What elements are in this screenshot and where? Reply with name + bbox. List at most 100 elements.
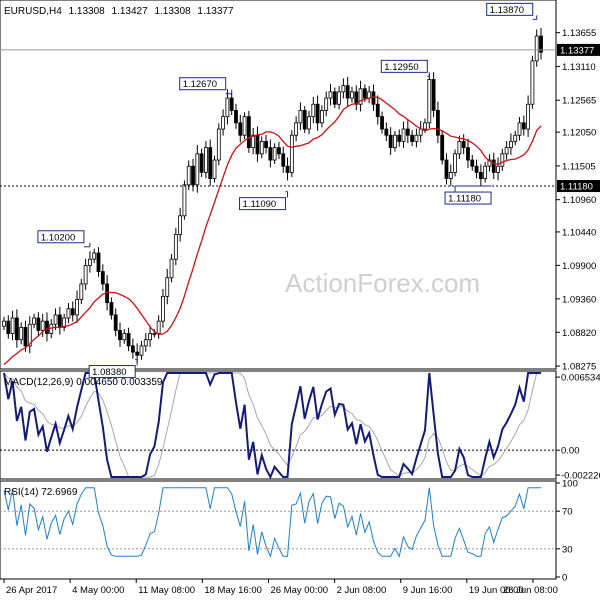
candle — [500, 148, 505, 171]
candle — [45, 312, 49, 342]
candle — [388, 127, 393, 155]
candle-body — [109, 302, 114, 316]
candle-body — [294, 122, 299, 136]
candle — [341, 78, 346, 99]
candle-body — [487, 159, 492, 167]
x-tick-label: 11 May 08:00 — [138, 585, 195, 596]
annotation-label: 1.08380 — [92, 367, 126, 378]
candle — [496, 157, 500, 181]
candle — [199, 148, 204, 177]
candle-body — [66, 308, 71, 319]
candle — [27, 316, 32, 354]
candle — [23, 320, 28, 352]
price-tick-label: 1.10960 — [562, 195, 596, 206]
candle — [118, 322, 122, 347]
candle — [401, 121, 406, 149]
candle-body — [238, 122, 243, 136]
candle — [139, 340, 144, 360]
candle-body — [246, 116, 251, 149]
candle-body — [358, 88, 363, 105]
candle-body — [311, 103, 316, 118]
candle-body — [165, 277, 170, 297]
price-annotation: 1.12950 — [380, 59, 430, 77]
candle-body — [10, 317, 15, 334]
candle-body — [204, 147, 208, 173]
candle-body — [362, 88, 367, 99]
candle-body — [23, 326, 28, 347]
candle-body — [216, 128, 221, 161]
price-tick-label: 1.13655 — [562, 28, 596, 39]
candle — [393, 130, 397, 152]
candle — [504, 141, 509, 160]
candle — [186, 160, 191, 191]
candle-body — [79, 283, 84, 300]
candle — [225, 89, 230, 125]
rsi-tick-label: 0 — [562, 573, 567, 584]
candle — [289, 130, 294, 177]
candle-body — [320, 110, 324, 124]
candle — [96, 247, 101, 277]
candle — [251, 127, 256, 155]
candle — [345, 76, 350, 106]
x-tick-label: 26 May 00:00 — [270, 585, 328, 596]
axis-layer: 1.13655 1.13110 1.12565 1.12050 1.11505 1.109… — [3, 28, 600, 596]
candle-body — [118, 330, 122, 341]
candle-body — [36, 317, 41, 331]
annotation-label: 1.11090 — [243, 199, 277, 210]
candle-body — [259, 141, 264, 155]
candle — [448, 164, 453, 186]
candle-body — [191, 165, 195, 186]
candle-body — [526, 103, 531, 130]
x-tick-label: 2 Jun 08:00 — [337, 585, 387, 596]
candle — [173, 227, 178, 266]
candle-body — [350, 91, 354, 99]
candle-body — [92, 252, 97, 260]
candle — [242, 112, 247, 140]
candle-body — [135, 351, 140, 356]
candle-body — [302, 110, 307, 130]
candle — [165, 268, 170, 305]
price-series-layer — [0, 28, 556, 365]
annotation-layer: 1.10200 1.08380 1.12670 1.11090 1.12950 1.111… — [37, 2, 538, 379]
candle-body — [281, 153, 286, 167]
candle-body — [242, 116, 247, 136]
annotation-label: 1.11180 — [448, 194, 481, 205]
candle-body — [130, 345, 135, 353]
candle-body — [496, 165, 500, 173]
candle — [483, 161, 488, 183]
candle — [315, 95, 320, 131]
candle — [414, 128, 419, 148]
candle — [6, 315, 11, 339]
candle-body — [461, 141, 466, 149]
candle-body — [96, 252, 101, 272]
candle-body — [530, 60, 535, 105]
candle — [178, 207, 183, 242]
candle — [427, 73, 432, 129]
candle — [324, 91, 329, 117]
candle — [264, 134, 268, 154]
macd-tick-label: 0.006534 — [561, 373, 600, 384]
candle-body — [139, 345, 144, 356]
candle-body — [14, 317, 19, 341]
candle — [14, 309, 19, 348]
candle — [530, 55, 535, 109]
price-annotation: 1.13870 — [486, 2, 538, 20]
candle-body — [277, 147, 281, 155]
candle — [19, 322, 24, 345]
annotation-box — [444, 191, 492, 205]
x-tick-label: 19 Jun 00:00 — [469, 585, 524, 596]
candle-body — [289, 134, 294, 173]
candle — [130, 338, 135, 359]
price-tick-label: 1.12565 — [562, 96, 596, 107]
candle-body — [431, 79, 436, 111]
rsi-panel-frame — [0, 480, 557, 580]
x-tick-label: 18 May 16:00 — [204, 585, 262, 596]
candle — [66, 302, 71, 324]
price-tick-label: 1.09360 — [562, 294, 596, 305]
price-tick-label: 1.08275 — [562, 362, 596, 373]
candle-body — [371, 91, 376, 105]
candle-body — [418, 128, 423, 136]
candle — [453, 149, 457, 177]
candle — [208, 139, 213, 186]
